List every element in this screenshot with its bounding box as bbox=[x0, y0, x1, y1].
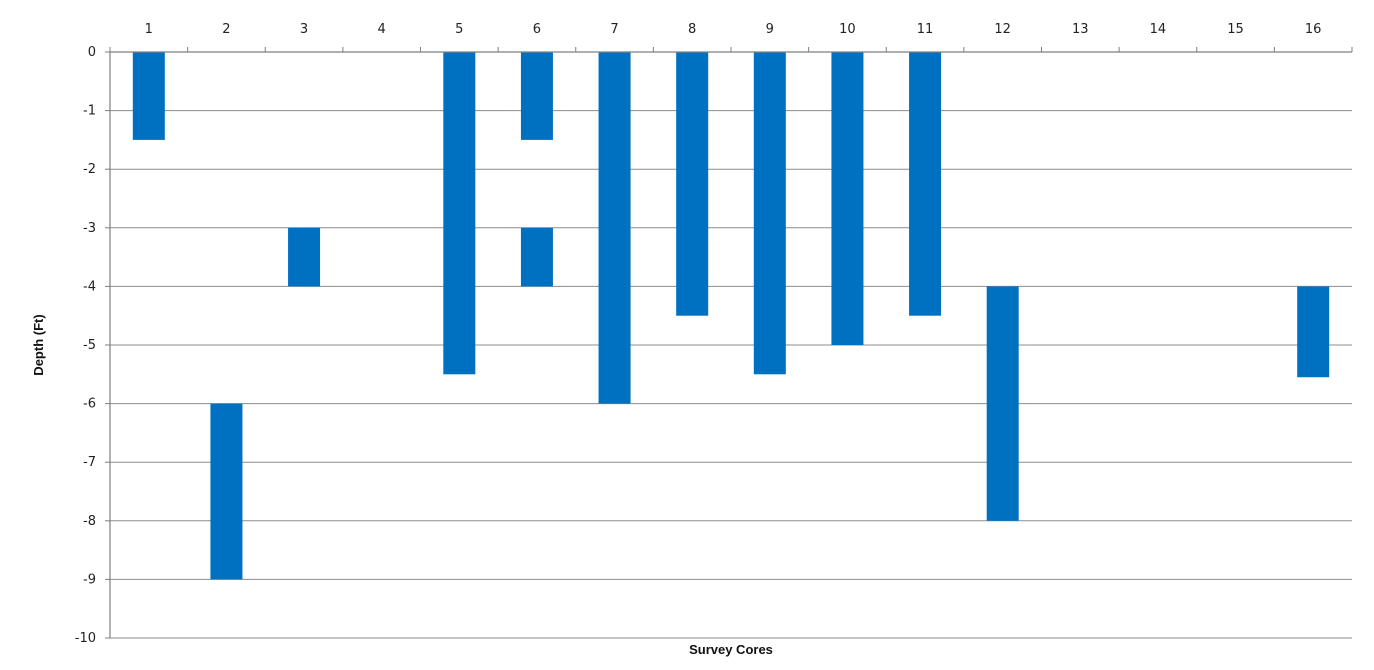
bar-core-10 bbox=[831, 52, 864, 345]
bar-core-1 bbox=[132, 52, 165, 140]
y-tick-label: 0 bbox=[88, 45, 96, 60]
y-tick-label: -9 bbox=[83, 572, 96, 587]
x-tick-label: 16 bbox=[1305, 22, 1322, 37]
x-tick-label: 7 bbox=[610, 22, 618, 37]
x-tick-label: 5 bbox=[455, 22, 463, 37]
bar-core-2 bbox=[210, 403, 243, 580]
bar-core-6 bbox=[520, 227, 553, 287]
y-tick-label: -6 bbox=[83, 397, 96, 412]
x-tick-label: 14 bbox=[1150, 22, 1167, 37]
x-tick-label: 10 bbox=[839, 22, 856, 37]
bar-core-8 bbox=[676, 52, 709, 316]
y-tick-label: -3 bbox=[83, 221, 96, 236]
axes bbox=[105, 47, 1353, 639]
x-tick-label: 12 bbox=[994, 22, 1011, 37]
x-tick-label: 15 bbox=[1227, 22, 1244, 37]
x-tick-label: 2 bbox=[222, 22, 230, 37]
bar-core-5 bbox=[443, 52, 476, 375]
x-tick-label: 13 bbox=[1072, 22, 1089, 37]
bar-core-12 bbox=[986, 286, 1019, 521]
bar-core-3 bbox=[288, 227, 321, 287]
y-tick-label: -8 bbox=[83, 514, 96, 529]
x-tick-label: 4 bbox=[378, 22, 386, 37]
y-tick-label: -4 bbox=[83, 279, 96, 294]
x-tick-label: 6 bbox=[533, 22, 541, 37]
tick-labels: 0-1-2-3-4-5-6-7-8-9-101 2 3 4 5 6 7 8 9 10 11 12 13 1… bbox=[75, 22, 1322, 646]
x-tick-label: 9 bbox=[766, 22, 774, 37]
grid-lines bbox=[110, 110, 1352, 639]
y-tick-label: -7 bbox=[83, 455, 96, 470]
x-tick-label: 3 bbox=[300, 22, 308, 37]
bar-core-6 bbox=[520, 52, 553, 140]
bar-core-16 bbox=[1297, 286, 1330, 378]
x-tick-label: 11 bbox=[917, 22, 934, 37]
bar-core-9 bbox=[753, 52, 786, 375]
y-tick-label: -2 bbox=[83, 162, 96, 177]
x-tick-label: 1 bbox=[145, 22, 153, 37]
y-axis-title: Depth (Ft) bbox=[31, 314, 46, 375]
bars bbox=[132, 52, 1330, 580]
x-axis-title: Survey Cores bbox=[689, 642, 773, 657]
y-tick-label: -1 bbox=[83, 104, 96, 119]
bar-core-7 bbox=[598, 52, 631, 404]
bar-core-11 bbox=[909, 52, 942, 316]
x-tick-label: 8 bbox=[688, 22, 696, 37]
y-tick-label: -5 bbox=[83, 338, 96, 353]
y-tick-label: -10 bbox=[75, 631, 96, 646]
